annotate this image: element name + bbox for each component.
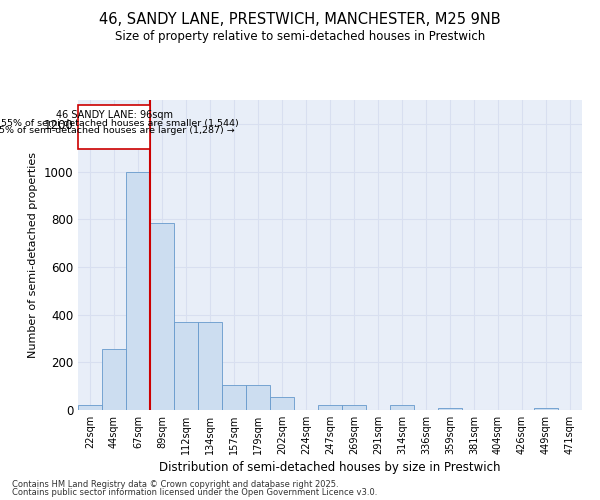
- Text: 46, SANDY LANE, PRESTWICH, MANCHESTER, M25 9NB: 46, SANDY LANE, PRESTWICH, MANCHESTER, M…: [99, 12, 501, 28]
- Bar: [438, 408, 462, 410]
- Bar: [534, 408, 558, 410]
- Text: 46 SANDY LANE: 96sqm: 46 SANDY LANE: 96sqm: [56, 110, 173, 120]
- FancyBboxPatch shape: [78, 105, 150, 149]
- Bar: [174, 322, 198, 410]
- Bar: [342, 405, 366, 410]
- Y-axis label: Number of semi-detached properties: Number of semi-detached properties: [28, 152, 38, 358]
- Bar: [246, 385, 270, 410]
- Bar: [150, 223, 174, 410]
- Bar: [102, 349, 126, 410]
- Text: Distribution of semi-detached houses by size in Prestwich: Distribution of semi-detached houses by …: [159, 461, 501, 474]
- Bar: [270, 397, 294, 410]
- Bar: [390, 405, 414, 410]
- Text: Contains public sector information licensed under the Open Government Licence v3: Contains public sector information licen…: [12, 488, 377, 497]
- Text: 45% of semi-detached houses are larger (1,287) →: 45% of semi-detached houses are larger (…: [0, 126, 235, 135]
- Text: Size of property relative to semi-detached houses in Prestwich: Size of property relative to semi-detach…: [115, 30, 485, 43]
- Bar: [78, 405, 102, 410]
- Text: ← 55% of semi-detached houses are smaller (1,544): ← 55% of semi-detached houses are smalle…: [0, 118, 238, 128]
- Bar: [222, 385, 246, 410]
- Text: Contains HM Land Registry data © Crown copyright and database right 2025.: Contains HM Land Registry data © Crown c…: [12, 480, 338, 489]
- Bar: [198, 322, 222, 410]
- Bar: [126, 172, 150, 410]
- Bar: [318, 405, 342, 410]
